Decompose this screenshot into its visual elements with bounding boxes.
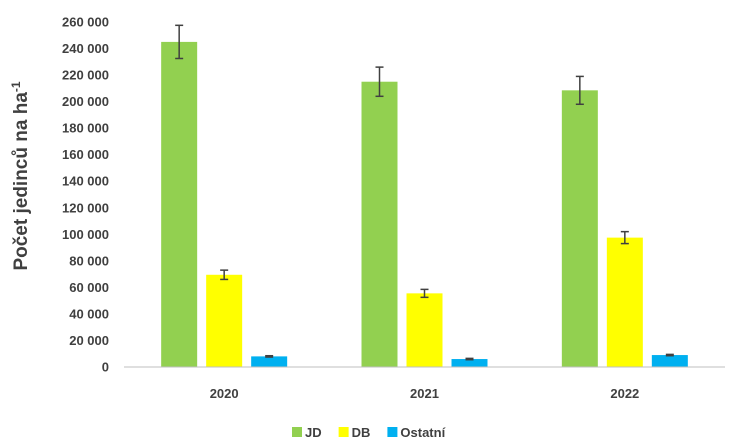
legend: JD DB Ostatní (292, 425, 446, 440)
legend-item-ostatní: Ostatní (387, 425, 446, 440)
y-tick-label: 0 (102, 360, 109, 375)
y-tick-label: 200 000 (62, 94, 109, 109)
bar-ostatní-2022 (651, 355, 688, 367)
bar-ostatní-2020 (251, 356, 288, 367)
error-bar-jd-2020 (175, 24, 184, 60)
legend-label: DB (352, 425, 371, 440)
legend-swatch (387, 427, 398, 437)
y-axis-label: Počet jedinců na ha-1 (9, 81, 32, 270)
error-bar-jd-2021 (375, 66, 384, 98)
bar-db-2022 (606, 237, 643, 367)
y-tick-label: 40 000 (69, 306, 109, 321)
error-bar-ostatní-2021 (465, 357, 474, 361)
bar-ostatní-2021 (451, 359, 488, 367)
bar-db-2021 (406, 293, 443, 367)
legend-label: Ostatní (400, 425, 445, 440)
y-tick-label: 240 000 (62, 41, 109, 56)
bar-jd-2020 (161, 41, 198, 368)
y-tick-label: 180 000 (62, 121, 109, 136)
bars (161, 41, 688, 368)
x-axis-categories: 2020 2021 2022 (210, 386, 640, 401)
error-bar-db-2021 (420, 288, 429, 299)
y-tick-label: 100 000 (62, 227, 109, 242)
legend-item-jd: JD (292, 425, 322, 440)
y-tick-label: 60 000 (69, 280, 109, 295)
y-tick-label: 120 000 (62, 200, 109, 215)
y-tick-label: 20 000 (69, 333, 109, 348)
y-tick-label: 220 000 (62, 68, 109, 83)
y-tick-label: 160 000 (62, 147, 109, 162)
error-bar-ostatní-2022 (665, 353, 674, 357)
legend-swatch (292, 427, 302, 437)
error-bar-ostatní-2020 (265, 354, 274, 358)
bar-jd-2022 (561, 90, 598, 367)
y-tick-label: 80 000 (69, 253, 109, 268)
x-tick-label: 2021 (410, 386, 439, 401)
legend-item-db: DB (338, 425, 371, 440)
error-bars (175, 24, 674, 361)
y-tick-label: 140 000 (62, 174, 109, 189)
legend-label: JD (305, 425, 322, 440)
y-tick-label: 260 000 (62, 15, 109, 30)
y-axis-ticks: 0 20 000 40 000 60 000 80 000 100 000 120 000 1… (62, 15, 109, 375)
bar-jd-2021 (361, 81, 398, 367)
error-bar-db-2022 (620, 230, 629, 245)
bar-db-2020 (206, 274, 243, 367)
error-bar-db-2020 (220, 269, 229, 281)
x-tick-label: 2020 (210, 386, 239, 401)
error-bar-jd-2022 (575, 75, 584, 106)
legend-swatch (338, 427, 349, 437)
x-tick-label: 2022 (610, 386, 639, 401)
